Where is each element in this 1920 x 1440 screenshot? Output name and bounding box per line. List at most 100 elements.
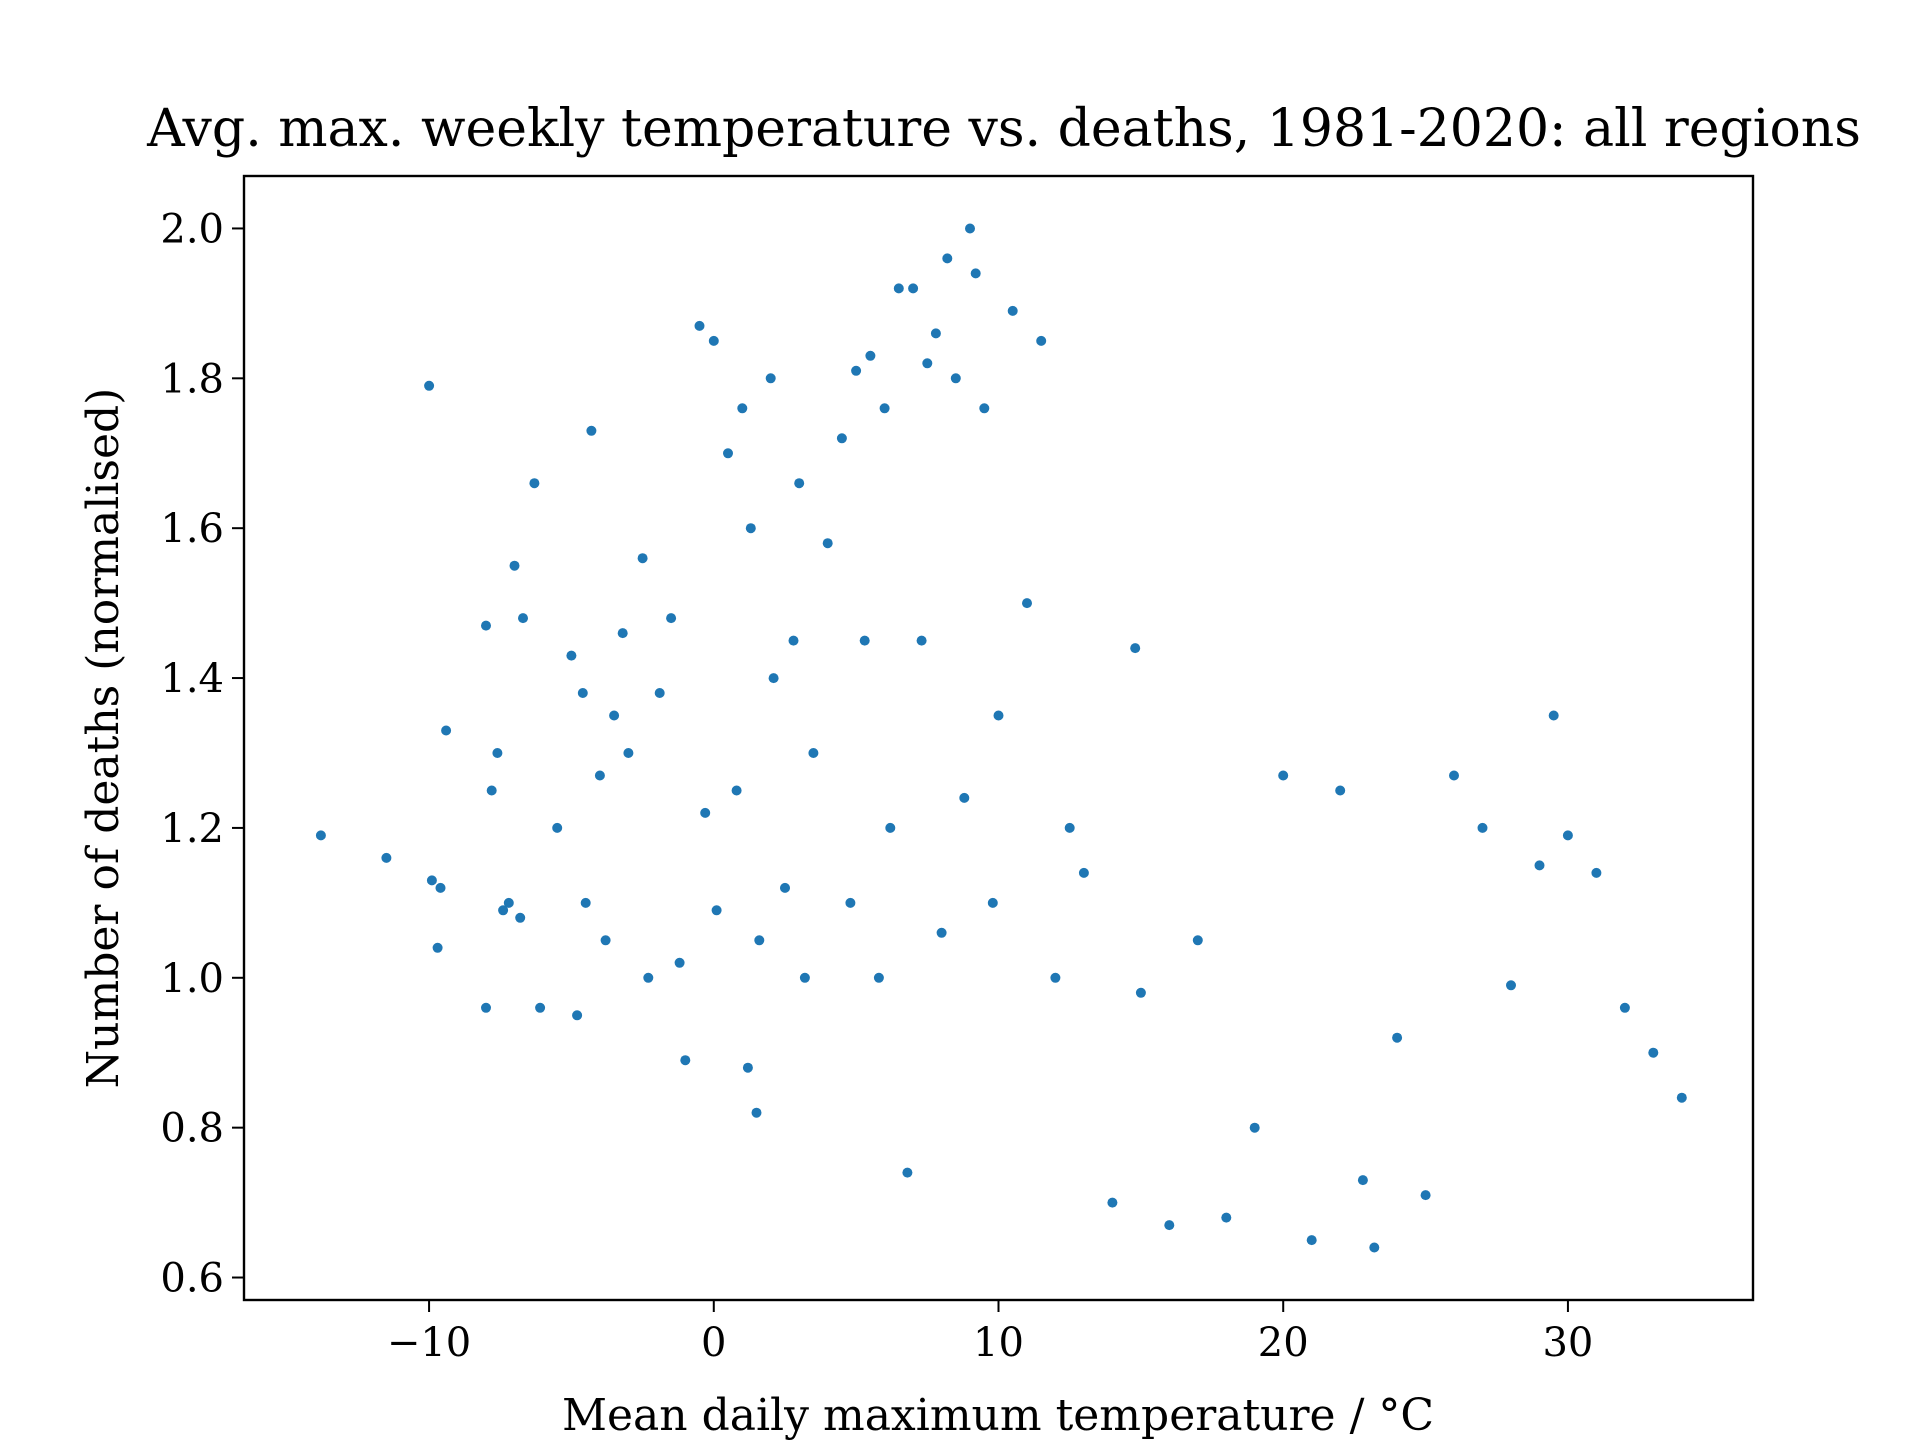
data-point <box>751 1107 762 1118</box>
data-point <box>518 613 528 624</box>
data-point <box>700 807 711 818</box>
x-tick-label: 30 <box>1542 1320 1593 1366</box>
data-point <box>794 478 805 489</box>
data-point <box>1249 1122 1260 1133</box>
data-point <box>1392 1032 1403 1043</box>
data-point <box>1164 1220 1175 1231</box>
data-point <box>515 912 526 923</box>
data-point <box>723 448 733 459</box>
data-point <box>535 1002 546 1013</box>
data-point <box>1335 785 1346 796</box>
data-point <box>1562 830 1573 841</box>
data-point <box>1506 980 1516 991</box>
y-tick-label: 0.8 <box>160 1106 224 1152</box>
data-point <box>768 673 779 684</box>
data-point <box>1050 972 1061 983</box>
data-point <box>441 725 452 736</box>
data-point <box>1007 305 1018 316</box>
y-tick-label: 0.6 <box>160 1256 224 1302</box>
data-point <box>594 770 605 781</box>
data-point <box>942 253 953 264</box>
data-point <box>1420 1190 1431 1201</box>
x-tick-label: 10 <box>973 1320 1024 1366</box>
data-point <box>1107 1197 1118 1208</box>
data-point <box>315 830 326 841</box>
data-point <box>902 1167 913 1178</box>
y-axis: 0.6 0.8 1.0 1.2 1.4 1.6 1.8 2.0 <box>160 206 244 1302</box>
data-point <box>731 785 742 796</box>
data-point <box>1192 935 1203 946</box>
x-tick-label: 20 <box>1258 1320 1309 1366</box>
data-points <box>315 223 1687 1253</box>
data-point <box>424 380 435 391</box>
data-point <box>1534 860 1545 871</box>
data-point <box>617 628 628 639</box>
data-point <box>930 328 941 339</box>
data-point <box>1064 822 1075 833</box>
data-point <box>600 935 611 946</box>
y-tick-label: 1.2 <box>160 806 224 852</box>
data-point <box>754 935 765 946</box>
data-point <box>979 403 990 414</box>
data-point <box>1591 867 1602 878</box>
y-tick-label: 1.0 <box>160 956 224 1002</box>
x-axis: −10 0 10 20 30 <box>387 1300 1593 1366</box>
data-point <box>737 403 748 414</box>
data-point <box>916 635 927 646</box>
data-point <box>486 785 497 796</box>
data-point <box>498 905 509 916</box>
data-point <box>822 538 833 549</box>
data-point <box>1221 1212 1232 1223</box>
data-point <box>566 650 577 661</box>
data-point <box>1477 822 1488 833</box>
data-point <box>950 373 961 384</box>
data-point <box>799 972 810 983</box>
y-tick-label: 2.0 <box>160 206 224 252</box>
data-point <box>851 365 862 376</box>
chart-title: Avg. max. weekly temperature vs. deaths,… <box>146 99 1861 159</box>
data-point <box>1135 987 1146 998</box>
data-point <box>666 613 677 624</box>
data-point <box>529 478 540 489</box>
data-point <box>879 403 890 414</box>
data-point <box>1449 770 1459 781</box>
data-point <box>1036 335 1047 346</box>
y-axis-label: Number of deaths (normalised) <box>78 388 129 1089</box>
data-point <box>426 875 437 886</box>
data-point <box>1357 1175 1368 1186</box>
data-point <box>572 1010 583 1021</box>
data-point <box>788 635 799 646</box>
data-point <box>765 373 776 384</box>
data-point <box>580 897 591 908</box>
data-point <box>711 905 722 916</box>
data-point <box>694 320 705 331</box>
data-point <box>1619 1002 1630 1013</box>
data-point <box>1369 1242 1380 1253</box>
data-point <box>503 897 514 908</box>
data-point <box>708 335 719 346</box>
data-point <box>908 283 919 294</box>
data-point <box>808 748 819 758</box>
data-point <box>1278 770 1289 781</box>
data-point <box>873 972 884 983</box>
data-point <box>435 882 446 893</box>
data-point <box>836 433 847 444</box>
data-point <box>745 523 756 534</box>
data-point <box>1676 1092 1687 1103</box>
data-point <box>1022 598 1032 609</box>
data-point <box>959 792 970 803</box>
data-point <box>1078 867 1089 878</box>
data-point <box>970 268 981 279</box>
y-tick-label: 1.6 <box>160 506 224 552</box>
data-point <box>381 852 392 863</box>
x-tick-label: 0 <box>701 1320 726 1366</box>
data-point <box>481 1002 491 1013</box>
data-point <box>845 897 856 908</box>
data-point <box>742 1062 753 1073</box>
data-point <box>893 283 904 294</box>
data-point <box>936 927 947 938</box>
data-point <box>1130 643 1141 654</box>
data-point <box>577 688 588 698</box>
data-point <box>623 748 634 758</box>
